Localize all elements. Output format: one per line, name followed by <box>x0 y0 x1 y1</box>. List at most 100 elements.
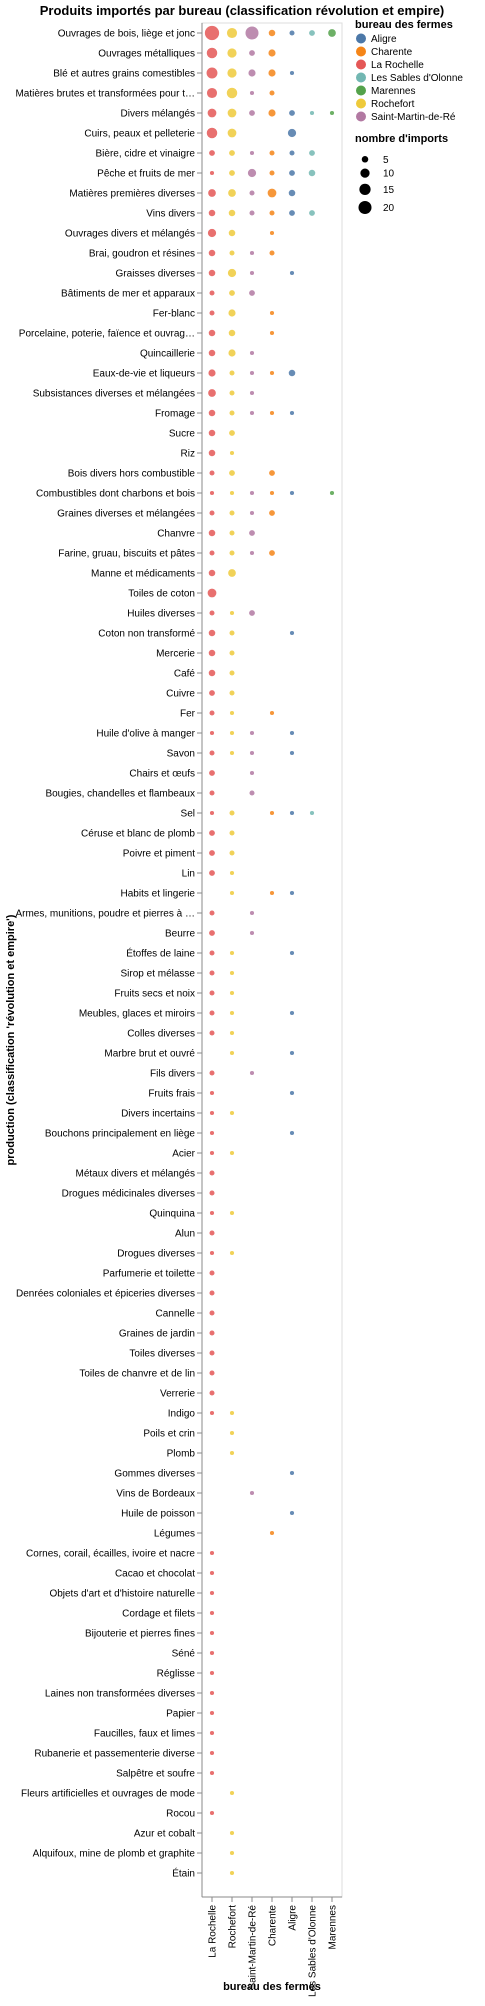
legend-size-swatch <box>358 201 372 215</box>
x-tick-label: Aligre <box>288 1905 299 1931</box>
legend-color-swatch <box>356 72 366 83</box>
data-point <box>229 530 235 536</box>
data-point <box>229 890 235 896</box>
data-point <box>209 750 215 756</box>
y-tick-label: Ouvrages de bois, liège et jonc <box>58 29 195 40</box>
y-tick-label: Cuirs, peaux et pelleterie <box>84 129 195 140</box>
data-point <box>249 250 255 256</box>
y-tick-label: Sirop et mélasse <box>121 969 196 980</box>
data-point <box>229 490 235 496</box>
data-point <box>328 29 336 37</box>
data-point <box>249 50 255 56</box>
data-point <box>209 1150 215 1156</box>
data-point <box>206 87 218 99</box>
size-legend-title: nombre d'imports <box>355 133 448 145</box>
data-point <box>208 389 216 397</box>
legend-color-label: Marennes <box>371 86 415 97</box>
data-point <box>229 850 235 856</box>
data-point <box>269 1530 275 1536</box>
data-point <box>289 210 295 216</box>
y-tick-label: Parfumerie et toilette <box>103 1269 196 1280</box>
data-point <box>209 710 215 716</box>
y-tick-label: Légumes <box>154 1529 195 1540</box>
y-tick-label: Bois divers hors combustible <box>68 469 196 480</box>
y-tick-label: Rocou <box>166 1809 195 1820</box>
y-tick-label: Colles diverses <box>127 1029 195 1040</box>
y-tick-label: Armes, munitions, poudre et pierres à … <box>15 909 195 920</box>
data-point <box>208 669 216 677</box>
data-point <box>229 1030 235 1036</box>
data-point <box>289 730 295 736</box>
data-point <box>269 250 275 256</box>
data-point <box>289 750 295 756</box>
data-point <box>207 108 217 118</box>
data-point <box>208 569 216 577</box>
data-point <box>229 870 235 876</box>
data-point <box>209 490 215 496</box>
data-point <box>209 970 215 976</box>
data-point <box>289 30 295 36</box>
data-point <box>226 87 238 99</box>
data-point <box>229 170 235 176</box>
y-tick-label: Quincaillerie <box>140 349 195 360</box>
data-point <box>228 309 236 317</box>
data-point <box>269 90 275 96</box>
legend-size-label: 10 <box>383 169 395 180</box>
data-point <box>206 127 218 139</box>
y-tick-label: Café <box>174 669 196 680</box>
y-tick-label: Matières brutes et transformées pour t… <box>15 89 195 100</box>
data-point <box>209 1230 215 1236</box>
data-point <box>249 550 255 556</box>
plot-area <box>201 22 343 1898</box>
data-point <box>207 588 217 598</box>
data-point <box>269 210 275 216</box>
data-point <box>229 1150 235 1156</box>
y-tick-label: Toiles diverses <box>129 1349 195 1360</box>
data-point <box>229 1050 235 1056</box>
chart-title: Produits importés par bureau (classifica… <box>40 3 445 18</box>
data-point <box>289 170 295 176</box>
data-point <box>229 610 235 616</box>
data-point <box>209 170 215 176</box>
data-point <box>229 290 235 296</box>
data-point <box>268 69 276 77</box>
y-tick-label: Sel <box>181 809 195 820</box>
data-point <box>228 229 236 237</box>
data-point <box>249 770 255 776</box>
data-point <box>229 390 235 396</box>
data-point <box>289 1010 295 1016</box>
data-point <box>249 270 255 276</box>
y-tick-label: Brai, goudron et résines <box>89 249 195 260</box>
y-tick-label: Farine, gruau, biscuits et pâtes <box>58 549 195 560</box>
y-tick-label: Cordage et filets <box>122 1609 195 1620</box>
data-point <box>209 1410 215 1416</box>
data-point <box>308 169 316 177</box>
legend-color-swatch <box>356 111 366 122</box>
data-point <box>249 930 255 936</box>
color-legend: bureau des fermes Aligre Charente La Roche… <box>355 19 463 123</box>
legend-color-label: Aligre <box>371 34 397 45</box>
y-tick-label: Céruse et blanc de plomb <box>81 829 195 840</box>
data-point <box>289 490 295 496</box>
y-tick-label: Étoffes de laine <box>126 947 195 960</box>
data-point <box>209 1730 215 1736</box>
y-tick-label: Meubles, glaces et miroirs <box>79 1009 195 1020</box>
data-point <box>269 710 275 716</box>
data-point <box>249 530 255 536</box>
y-axis: Ouvrages de bois, liège et jonc Ouvrages … <box>15 23 203 1897</box>
data-point <box>309 810 315 816</box>
y-tick-label: Denrées coloniales et épiceries diverses <box>16 1289 195 1300</box>
data-point <box>229 370 235 376</box>
y-tick-label: Acier <box>172 1149 195 1160</box>
data-point <box>209 690 215 696</box>
y-tick-label: Cannelle <box>156 1309 196 1320</box>
data-point <box>229 730 235 736</box>
data-point <box>249 1070 255 1076</box>
data-point <box>227 268 237 278</box>
y-tick-label: Plomb <box>167 1449 196 1460</box>
data-point <box>249 790 255 796</box>
legend-color-swatch <box>356 98 366 109</box>
y-tick-label: Cornes, corail, écailles, ivoire et nacr… <box>26 1549 195 1560</box>
legend-color-swatch <box>356 59 366 70</box>
data-point <box>229 970 235 976</box>
